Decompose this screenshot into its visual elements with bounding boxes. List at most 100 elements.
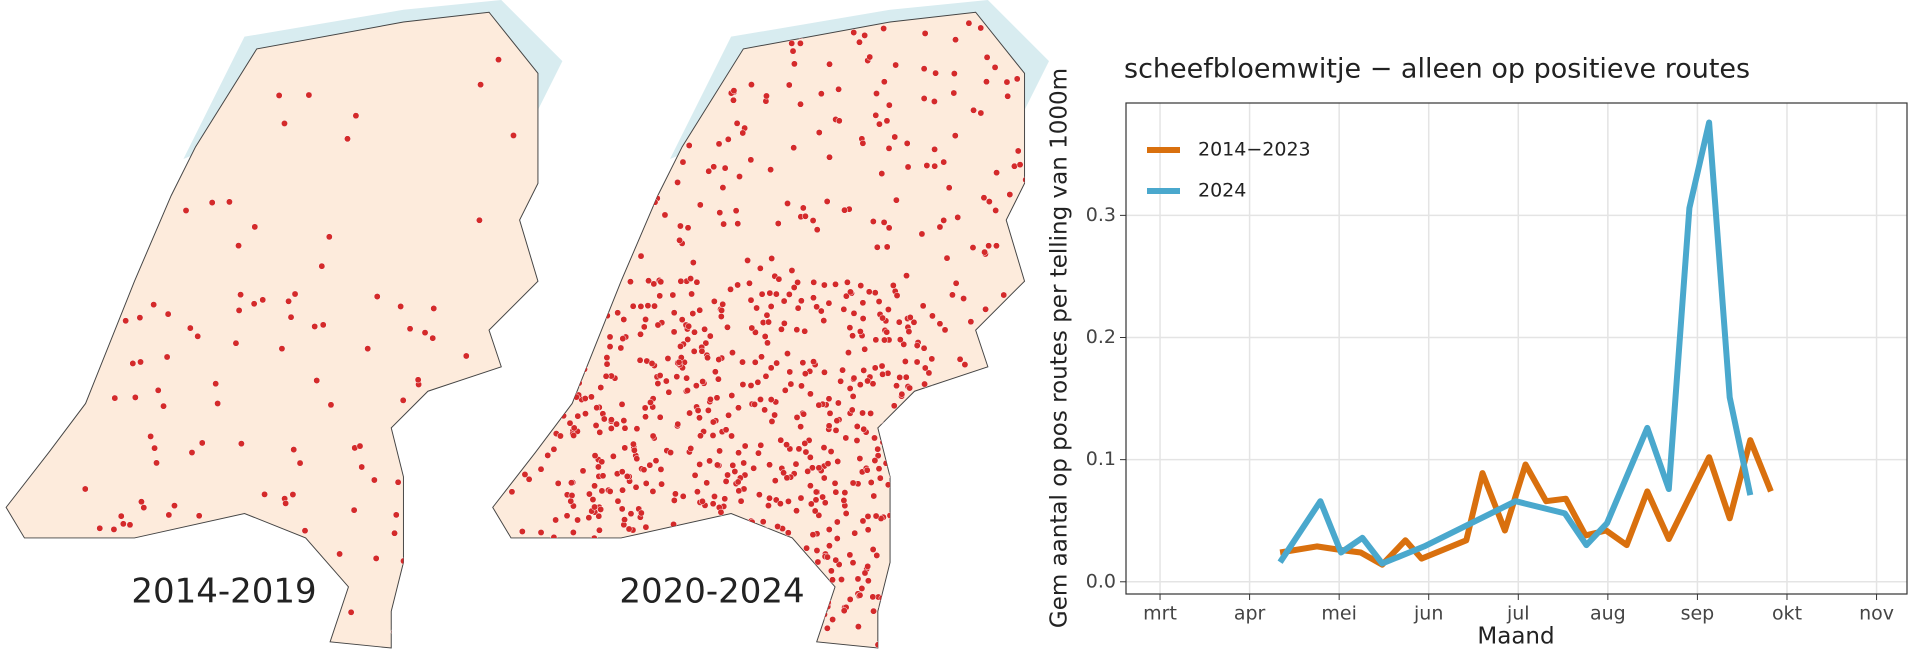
observation-dot <box>834 399 842 407</box>
observation-dot <box>626 539 634 547</box>
observation-dot <box>586 179 594 187</box>
observation-dot <box>595 512 603 520</box>
observation-dot <box>850 29 858 36</box>
observation-dot <box>164 310 172 318</box>
observation-dot <box>596 313 604 321</box>
observation-dot <box>961 361 969 369</box>
observation-dot <box>594 463 602 471</box>
observation-dot <box>721 495 729 503</box>
observation-dot <box>549 414 557 422</box>
observation-dot <box>912 455 920 463</box>
observation-dot <box>891 586 898 593</box>
observation-dot <box>194 332 202 340</box>
observation-dot <box>914 504 922 512</box>
observation-dot <box>913 358 921 366</box>
observation-dot <box>712 620 720 628</box>
observation-dot <box>874 445 882 453</box>
observation-dot <box>566 639 574 647</box>
observation-dot <box>825 526 833 533</box>
observation-dot <box>729 349 736 357</box>
observation-dot <box>618 468 626 476</box>
observation-dot <box>786 368 794 376</box>
observation-dot <box>275 92 283 99</box>
observation-dot <box>674 179 681 186</box>
observation-dot <box>943 544 951 552</box>
observation-dot <box>930 98 938 105</box>
observation-dot <box>886 512 894 519</box>
observation-dot <box>543 222 551 229</box>
observation-dot <box>1027 535 1033 541</box>
observation-dot <box>790 60 798 68</box>
observation-dot <box>579 352 587 360</box>
observation-dot <box>677 342 684 350</box>
observation-dot <box>784 529 792 537</box>
observation-dot <box>250 300 258 308</box>
observation-dot <box>157 113 165 120</box>
observation-dot <box>985 198 993 206</box>
observation-dot <box>521 471 529 478</box>
observation-dot <box>450 433 457 441</box>
observation-dot <box>689 259 697 266</box>
observation-dot <box>792 460 800 468</box>
observation-dot <box>943 254 951 262</box>
observation-dot <box>1013 75 1021 83</box>
observation-dot <box>694 407 702 414</box>
observation-dot <box>198 12 206 17</box>
observation-dot <box>811 507 819 515</box>
observation-dot <box>980 194 988 202</box>
observation-dot <box>685 642 693 648</box>
observation-dot <box>807 500 815 508</box>
observation-dot <box>533 403 538 410</box>
observation-dot <box>606 343 614 351</box>
observation-dot <box>607 91 615 98</box>
observation-dot <box>730 96 737 104</box>
observation-dot <box>759 518 767 526</box>
observation-dot <box>739 381 747 388</box>
observation-dot <box>685 142 693 149</box>
observation-dot <box>373 293 381 300</box>
observation-dot <box>856 38 863 46</box>
observation-dot <box>322 574 330 582</box>
observation-dot <box>1023 188 1025 196</box>
observation-dot <box>599 472 607 480</box>
observation-dot <box>850 374 858 382</box>
observation-dot <box>625 525 633 533</box>
observation-dot <box>703 620 711 628</box>
observation-dot <box>610 211 618 219</box>
observation-dot <box>928 355 936 363</box>
observation-dot <box>808 624 816 631</box>
observation-dot <box>595 526 603 534</box>
observation-dot <box>462 352 470 360</box>
observation-dot <box>588 393 595 401</box>
observation-dot <box>585 490 593 498</box>
observation-dot <box>920 344 928 352</box>
observation-dot <box>953 510 961 518</box>
observation-dot <box>872 111 880 119</box>
observation-dot <box>932 69 940 77</box>
observation-dot <box>139 194 147 202</box>
observation-dot <box>915 536 923 544</box>
observation-dot <box>679 492 687 500</box>
observation-dot <box>724 323 731 331</box>
observation-dot <box>872 512 880 520</box>
series-line <box>1277 119 1754 567</box>
observation-dot <box>735 487 743 495</box>
observation-dot <box>693 488 701 496</box>
observation-dot <box>885 440 893 448</box>
observation-dot <box>734 281 742 289</box>
observation-dot <box>778 325 785 333</box>
observation-dot <box>832 426 840 434</box>
observation-dot <box>599 98 606 106</box>
map-label: 2020-2024 <box>619 572 804 612</box>
observation-dot <box>824 460 832 468</box>
observation-dot <box>756 264 764 272</box>
observation-dot <box>809 531 817 539</box>
observation-dot <box>832 556 840 564</box>
observation-dot <box>569 529 577 536</box>
observation-dot <box>776 500 784 508</box>
observation-dot <box>566 589 574 597</box>
observation-dot <box>831 479 839 487</box>
observation-dot <box>669 538 677 546</box>
observation-dot <box>903 139 911 147</box>
observation-dot <box>820 317 828 325</box>
